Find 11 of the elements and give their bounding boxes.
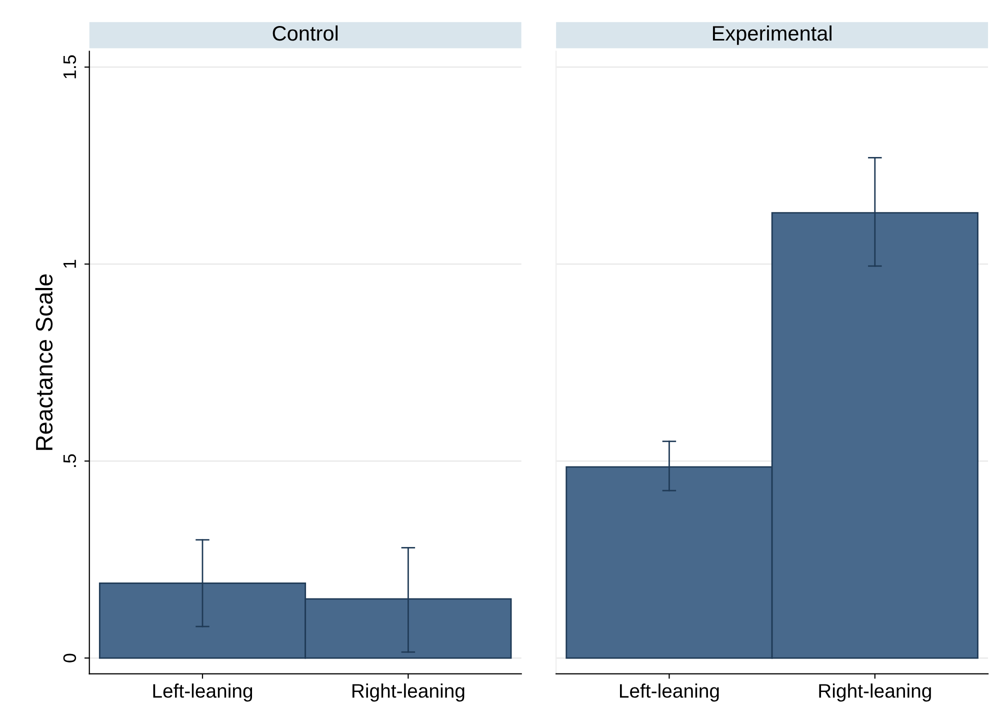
chart-title: Experimental — [712, 25, 832, 45]
x-tick-label: Left-leaning — [153, 684, 252, 702]
x-tick-label: Right-leaning — [352, 684, 464, 702]
chart-title: Control — [272, 25, 338, 41]
y-tick-label: .5 — [63, 454, 76, 467]
x-tick-label: Right-leaning — [819, 684, 931, 702]
y-tick-label: 1.5 — [63, 55, 76, 78]
y-axis-title: Reactance Scale — [35, 274, 53, 450]
y-tick-label: 0 — [63, 654, 76, 662]
y-tick-label: 1 — [63, 260, 76, 268]
x-tick-label: Left-leaning — [620, 684, 719, 702]
